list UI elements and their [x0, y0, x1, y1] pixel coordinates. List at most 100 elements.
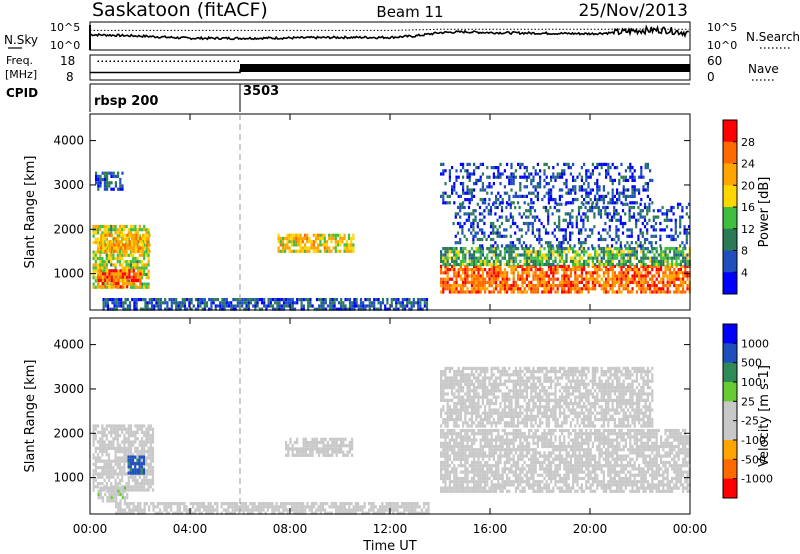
power-cell: [126, 243, 129, 247]
power-cell: [501, 198, 504, 202]
velocity-cell: [176, 508, 179, 512]
power-colorbar-tick: 12: [741, 223, 755, 236]
velocity-cell: [459, 480, 462, 484]
power-cell: [134, 263, 137, 267]
power-cell: [446, 287, 449, 291]
power-cell: [517, 290, 520, 294]
velocity-cell: [196, 508, 199, 512]
power-cell: [472, 237, 475, 242]
power-cell: [591, 284, 594, 288]
power-cell: [110, 187, 113, 191]
velocity-cell: [152, 505, 155, 509]
velocity-cell: [361, 508, 364, 512]
power-cell: [576, 175, 579, 179]
power-cell: [476, 237, 479, 242]
power-cell: [147, 231, 150, 235]
velocity-cell: [115, 505, 118, 509]
power-cell: [642, 256, 645, 260]
power-cell: [572, 198, 575, 202]
power-cell: [660, 259, 663, 263]
power-cell: [401, 298, 404, 302]
power-cell: [279, 240, 282, 244]
velocity-cell: [462, 438, 465, 442]
velocity-cell: [140, 440, 144, 444]
power-cell: [522, 241, 526, 245]
power-cell: [104, 233, 107, 237]
velocity-cell: [110, 486, 113, 490]
power-cell: [659, 244, 662, 248]
power-cell: [459, 169, 462, 173]
power-cell: [589, 198, 592, 202]
velocity-cell: [200, 502, 203, 506]
power-cell: [455, 175, 458, 179]
power-cell: [525, 256, 528, 260]
power-cell: [684, 280, 687, 284]
velocity-cell: [147, 450, 150, 454]
power-cell: [505, 234, 508, 238]
power-cell: [101, 178, 104, 182]
power-cell: [118, 228, 122, 232]
power-cell: [315, 298, 319, 302]
power-cell: [611, 277, 614, 281]
velocity-cell: [289, 437, 292, 441]
power-cell: [340, 307, 343, 311]
power-cell: [578, 290, 581, 294]
velocity-cell: [442, 448, 445, 452]
power-cell: [550, 188, 553, 192]
power-cell: [565, 162, 568, 166]
power-cell: [591, 205, 594, 210]
velocity-cell: [284, 508, 287, 512]
power-cell: [519, 274, 522, 278]
power-cell: [459, 237, 462, 242]
power-cell: [147, 263, 150, 267]
power-cell: [99, 244, 102, 248]
power-cell: [637, 205, 640, 210]
power-cell: [506, 280, 509, 284]
freq-right-tick-bottom: 0: [707, 70, 715, 84]
power-cell: [490, 264, 493, 268]
power-cell: [567, 287, 570, 291]
velocity-cell: [385, 502, 388, 506]
velocity-cell: [293, 447, 296, 451]
velocity-cell: [99, 486, 102, 490]
power-cell: [462, 287, 465, 291]
power-cell: [675, 250, 678, 254]
power-cell: [472, 212, 475, 216]
power-cell: [473, 290, 476, 294]
power-cell: [333, 298, 336, 302]
power-cell: [657, 287, 660, 291]
power-cell: [290, 243, 293, 247]
velocity-cell: [163, 502, 166, 506]
velocity-cell: [354, 508, 357, 512]
power-cell: [96, 237, 100, 241]
power-cell: [475, 284, 478, 288]
power-cell: [686, 253, 689, 257]
power-cell: [317, 233, 320, 237]
velocity-cell: [123, 486, 127, 490]
power-cell: [649, 287, 652, 291]
power-cell: [604, 205, 607, 210]
velocity-cell: [288, 502, 291, 506]
velocity-cell: [464, 467, 467, 471]
power-cell: [611, 271, 614, 275]
velocity-cell: [209, 502, 212, 506]
power-cell: [465, 218, 468, 222]
power-cell: [406, 298, 409, 302]
velocity-cell: [296, 453, 299, 457]
power-cell: [359, 301, 363, 305]
power-cell: [350, 236, 353, 241]
power-cell: [536, 287, 539, 291]
power-cell: [605, 194, 608, 198]
velocity-cell: [107, 478, 111, 482]
power-cell: [668, 247, 671, 251]
velocity-cell: [291, 508, 294, 512]
power-cell: [97, 275, 100, 279]
power-cell: [611, 188, 614, 192]
power-cell: [617, 234, 620, 238]
power-cell: [254, 298, 257, 302]
velocity-cell: [231, 508, 234, 512]
power-cell: [641, 221, 644, 226]
power-cell: [287, 301, 290, 305]
power-cell: [561, 290, 564, 294]
power-cell: [312, 240, 315, 244]
